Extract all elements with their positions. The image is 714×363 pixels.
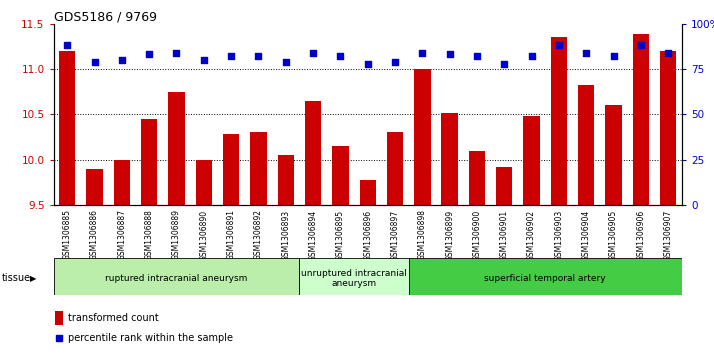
Bar xyxy=(114,160,130,205)
Text: GDS5186 / 9769: GDS5186 / 9769 xyxy=(54,11,156,24)
Bar xyxy=(86,169,103,205)
Point xyxy=(362,61,373,66)
Text: ▶: ▶ xyxy=(30,274,36,283)
Bar xyxy=(660,51,676,205)
Bar xyxy=(54,258,299,295)
Bar xyxy=(223,134,239,205)
Text: GSM1306887: GSM1306887 xyxy=(117,209,126,260)
Text: percentile rank within the sample: percentile rank within the sample xyxy=(68,333,233,343)
Point xyxy=(663,50,674,56)
Text: ruptured intracranial aneurysm: ruptured intracranial aneurysm xyxy=(105,274,248,283)
Point xyxy=(54,335,65,341)
Text: GSM1306892: GSM1306892 xyxy=(254,209,263,260)
Point xyxy=(280,59,291,65)
Text: GSM1306893: GSM1306893 xyxy=(281,209,291,261)
Bar xyxy=(55,311,63,325)
Point xyxy=(198,57,209,63)
Text: GSM1306897: GSM1306897 xyxy=(391,209,400,261)
Text: GSM1306889: GSM1306889 xyxy=(172,209,181,260)
Bar xyxy=(360,180,376,205)
Bar xyxy=(169,92,185,205)
Bar xyxy=(332,146,348,205)
Bar xyxy=(250,132,266,205)
Text: GSM1306902: GSM1306902 xyxy=(527,209,536,261)
Text: GSM1306898: GSM1306898 xyxy=(418,209,427,260)
Text: unruptured intracranial
aneurysm: unruptured intracranial aneurysm xyxy=(301,269,407,288)
Point xyxy=(307,50,318,56)
Text: tissue: tissue xyxy=(1,273,31,284)
Point xyxy=(61,42,73,48)
Bar xyxy=(414,69,431,205)
Point xyxy=(526,53,538,59)
Bar xyxy=(550,37,567,205)
Text: GSM1306886: GSM1306886 xyxy=(90,209,99,260)
Text: GSM1306885: GSM1306885 xyxy=(63,209,71,260)
Text: GSM1306899: GSM1306899 xyxy=(445,209,454,261)
Point xyxy=(89,59,100,65)
Text: GSM1306891: GSM1306891 xyxy=(226,209,236,260)
Point xyxy=(608,53,619,59)
Bar xyxy=(387,132,403,205)
Text: GSM1306894: GSM1306894 xyxy=(308,209,318,261)
Bar xyxy=(578,85,595,205)
Point xyxy=(553,42,565,48)
Point xyxy=(417,50,428,56)
Text: GSM1306903: GSM1306903 xyxy=(555,209,563,261)
Text: GSM1306906: GSM1306906 xyxy=(636,209,645,261)
Text: GSM1306900: GSM1306900 xyxy=(473,209,481,261)
Point xyxy=(253,53,264,59)
Bar xyxy=(523,116,540,205)
Point xyxy=(444,52,456,57)
Bar xyxy=(605,105,622,205)
Text: GSM1306895: GSM1306895 xyxy=(336,209,345,261)
Point xyxy=(335,53,346,59)
Bar xyxy=(441,113,458,205)
Point xyxy=(635,42,647,48)
Bar xyxy=(141,119,157,205)
Point xyxy=(580,50,592,56)
Bar xyxy=(496,167,513,205)
Text: GSM1306890: GSM1306890 xyxy=(199,209,208,261)
Text: GSM1306905: GSM1306905 xyxy=(609,209,618,261)
Point xyxy=(226,53,237,59)
Text: GSM1306901: GSM1306901 xyxy=(500,209,509,261)
Point xyxy=(389,59,401,65)
Point xyxy=(498,61,510,66)
Text: GSM1306896: GSM1306896 xyxy=(363,209,372,261)
Text: GSM1306904: GSM1306904 xyxy=(582,209,590,261)
Bar xyxy=(469,151,486,205)
Point xyxy=(171,50,182,56)
Bar xyxy=(299,258,408,295)
Point xyxy=(471,53,483,59)
Point xyxy=(116,57,128,63)
Bar xyxy=(59,51,76,205)
Text: superficial temporal artery: superficial temporal artery xyxy=(485,274,606,283)
Bar xyxy=(278,155,294,205)
Text: GSM1306907: GSM1306907 xyxy=(664,209,673,261)
Bar xyxy=(305,101,321,205)
Bar xyxy=(196,160,212,205)
Bar xyxy=(633,34,649,205)
Text: GSM1306888: GSM1306888 xyxy=(145,209,154,260)
Point xyxy=(144,52,155,57)
Bar xyxy=(408,258,682,295)
Text: transformed count: transformed count xyxy=(68,313,159,323)
